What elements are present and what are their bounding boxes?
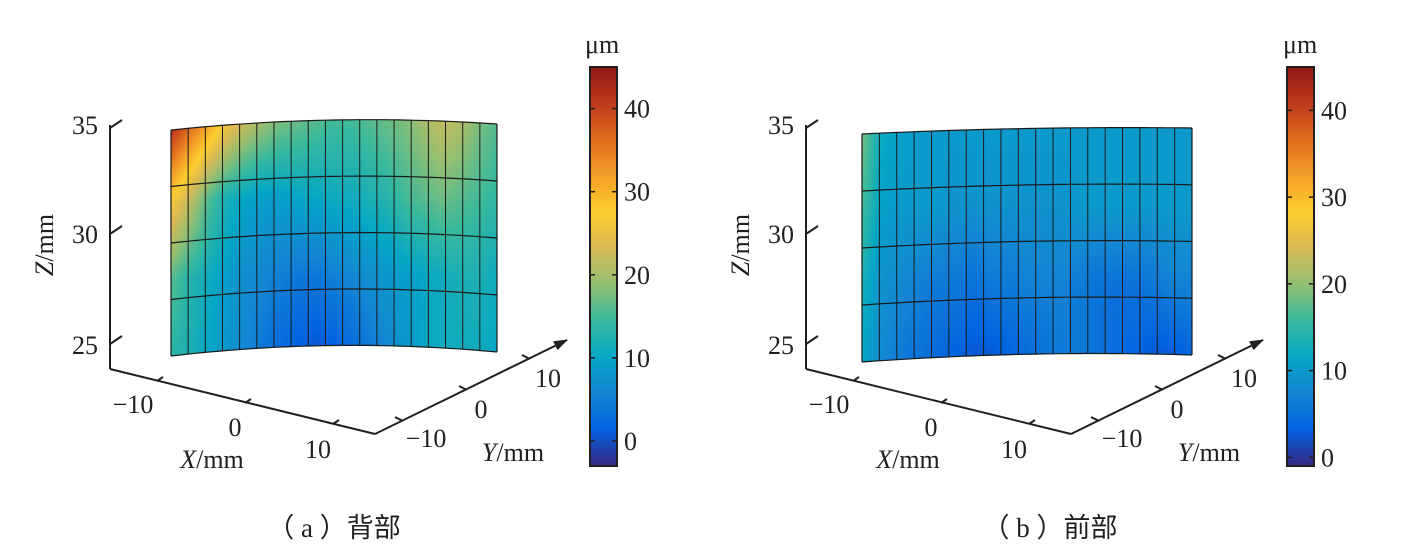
y-tick-minus10: [394, 416, 404, 422]
panel-caption: （ a ）背部: [267, 513, 400, 543]
x-tick-label-minus10: −10: [113, 390, 154, 419]
colorbar-tick-label: 10: [624, 344, 650, 373]
z-axis-title: Z/mm: [30, 214, 59, 276]
colorbar-unit: μm: [585, 30, 619, 59]
x-axis-title: X/mm: [875, 445, 940, 474]
z-tick-label-25: 25: [768, 331, 794, 360]
colorbar-ticks: 0 10 20 30 40: [590, 95, 650, 456]
z-tick-label-25: 25: [72, 331, 98, 360]
z-tick-35: [109, 119, 123, 129]
mesh-row-line: [170, 231, 498, 244]
colorbar-tick-label: 10: [1321, 357, 1347, 386]
colorbar-tick-label: 30: [624, 178, 650, 207]
y-tick-label-0: 0: [1171, 395, 1184, 424]
surface-mesh: [861, 126, 1193, 363]
mesh-row-line: [861, 183, 1193, 192]
colorbar: 0 10 20 30 40 μm: [1283, 30, 1347, 472]
axes-3d: [109, 119, 568, 435]
axes-3d: [805, 119, 1264, 435]
y-tick-minus10: [1090, 416, 1100, 422]
z-tick-35: [805, 119, 819, 129]
x-tick-label-10: 10: [305, 435, 331, 464]
y-tick-0: [458, 385, 468, 391]
x-axis-line: [805, 368, 1072, 435]
colorbar-tick-label: 20: [1321, 270, 1347, 299]
mesh-row-line: [170, 175, 498, 188]
colorbar-ticks: 0 10 20 30 40: [1287, 96, 1347, 472]
mesh-row-line: [170, 119, 498, 131]
mesh-row-line: [861, 126, 1193, 135]
x-tick-label-10: 10: [1001, 435, 1027, 464]
y-axis-title: Y/mm: [482, 438, 544, 467]
z-axis-title: Z/mm: [726, 214, 755, 276]
surface-plot: [170, 119, 498, 357]
x-tick-label-minus10: −10: [809, 390, 850, 419]
mesh-row-line: [861, 240, 1193, 249]
colorbar-tick-label: 40: [1321, 96, 1347, 125]
colorbar-tick-label: 0: [624, 427, 637, 456]
colorbar-frame: [589, 66, 618, 467]
panel-caption: （ b ）前部: [983, 513, 1118, 543]
colorbar-gradient: [590, 67, 617, 466]
y-tick-10: [1217, 354, 1227, 360]
y-tick-label-minus10: −10: [1102, 424, 1143, 453]
colorbar-tick-label: 40: [624, 95, 650, 124]
z-tick-25: [805, 335, 819, 345]
x-axis-title: X/mm: [179, 445, 244, 474]
z-tick-label-35: 35: [72, 111, 98, 140]
z-tick-label-30: 30: [72, 220, 98, 249]
mesh-row-line: [170, 344, 498, 357]
y-axis-line: [374, 339, 568, 435]
mesh-row-line: [170, 288, 498, 301]
colorbar-gradient: [1287, 67, 1314, 466]
colorbar-frame: [1286, 66, 1315, 467]
y-tick-label-10: 10: [1231, 364, 1257, 393]
surface-mesh: [170, 119, 498, 357]
colorbar: 0 10 20 30 40 μm: [585, 30, 650, 467]
panel-back: 35 30 25 −10 0 10 −10 0 10 Z/mm X/mm Y/m…: [30, 30, 650, 543]
x-tick-label-0: 0: [925, 413, 938, 442]
x-tick-minus10: [156, 376, 164, 382]
z-tick-25: [109, 335, 123, 345]
y-axis-title: Y/mm: [1178, 438, 1240, 467]
y-tick-label-0: 0: [475, 395, 488, 424]
x-tick-label-0: 0: [229, 413, 242, 442]
panel-front: 35 30 25 −10 0 10 −10 0 10 Z/mm X/mm Y/m…: [726, 30, 1347, 543]
mesh-row-line: [861, 296, 1193, 306]
colorbar-tick-label: 30: [1321, 183, 1347, 212]
x-tick-minus10: [852, 376, 860, 382]
colorbar-tick-label: 20: [624, 261, 650, 290]
x-tick-10: [332, 419, 340, 425]
colorbar-tick-label: 0: [1321, 443, 1334, 472]
surface-plot: [861, 126, 1193, 363]
y-tick-0: [1154, 385, 1164, 391]
mesh-row-line: [861, 352, 1193, 363]
x-tick-0: [940, 398, 948, 404]
z-tick-label-35: 35: [768, 111, 794, 140]
y-tick-10: [521, 354, 531, 360]
x-axis-line: [109, 368, 376, 435]
z-tick-label-30: 30: [768, 220, 794, 249]
y-tick-label-minus10: −10: [406, 424, 447, 453]
y-tick-label-10: 10: [535, 364, 561, 393]
y-axis-line: [1070, 339, 1264, 435]
z-tick-30: [805, 225, 819, 235]
colorbar-unit: μm: [1283, 30, 1317, 59]
x-tick-0: [244, 398, 252, 404]
x-tick-10: [1028, 419, 1036, 425]
z-tick-30: [109, 225, 123, 235]
